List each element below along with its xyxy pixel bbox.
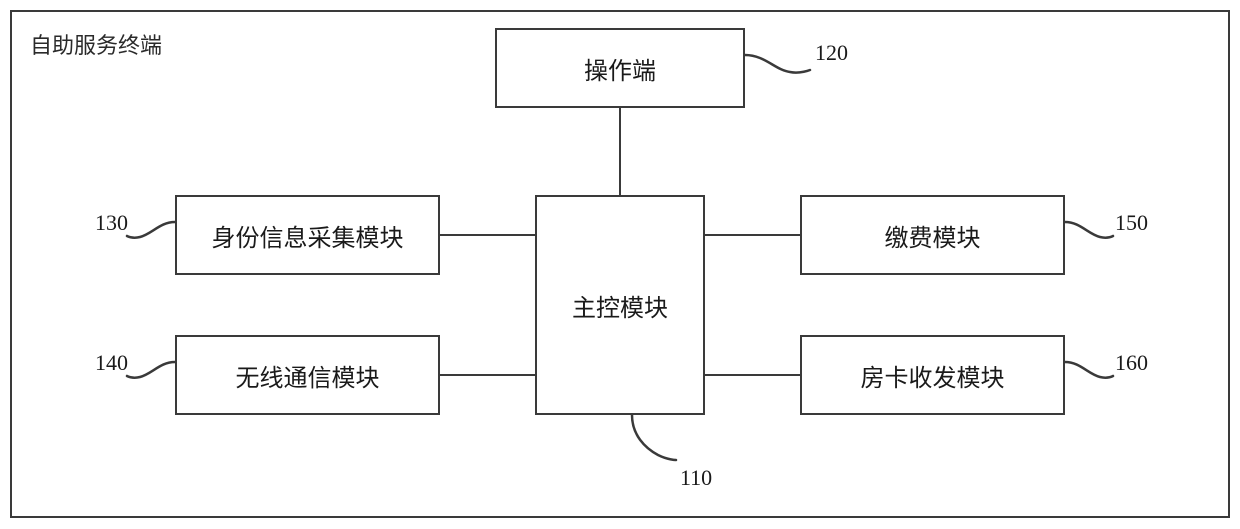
node-wireless: 无线通信模块	[175, 335, 440, 415]
node-label: 身份信息采集模块	[212, 218, 404, 253]
frame-title: 自助服务终端	[30, 28, 162, 60]
node-label: 操作端	[584, 51, 656, 86]
node-operation: 操作端	[495, 28, 745, 108]
node-label: 无线通信模块	[236, 358, 380, 393]
node-identity: 身份信息采集模块	[175, 195, 440, 275]
node-payment: 缴费模块	[800, 195, 1065, 275]
node-roomcard: 房卡收发模块	[800, 335, 1065, 415]
node-label: 主控模块	[572, 288, 668, 323]
diagram-canvas: 自助服务终端 主控模块 操作端 身份信息采集模块 无线通信模块 缴费模块 房卡收…	[0, 0, 1240, 529]
node-label: 房卡收发模块	[861, 358, 1005, 393]
node-main-control: 主控模块	[535, 195, 705, 415]
node-label: 缴费模块	[885, 218, 981, 253]
